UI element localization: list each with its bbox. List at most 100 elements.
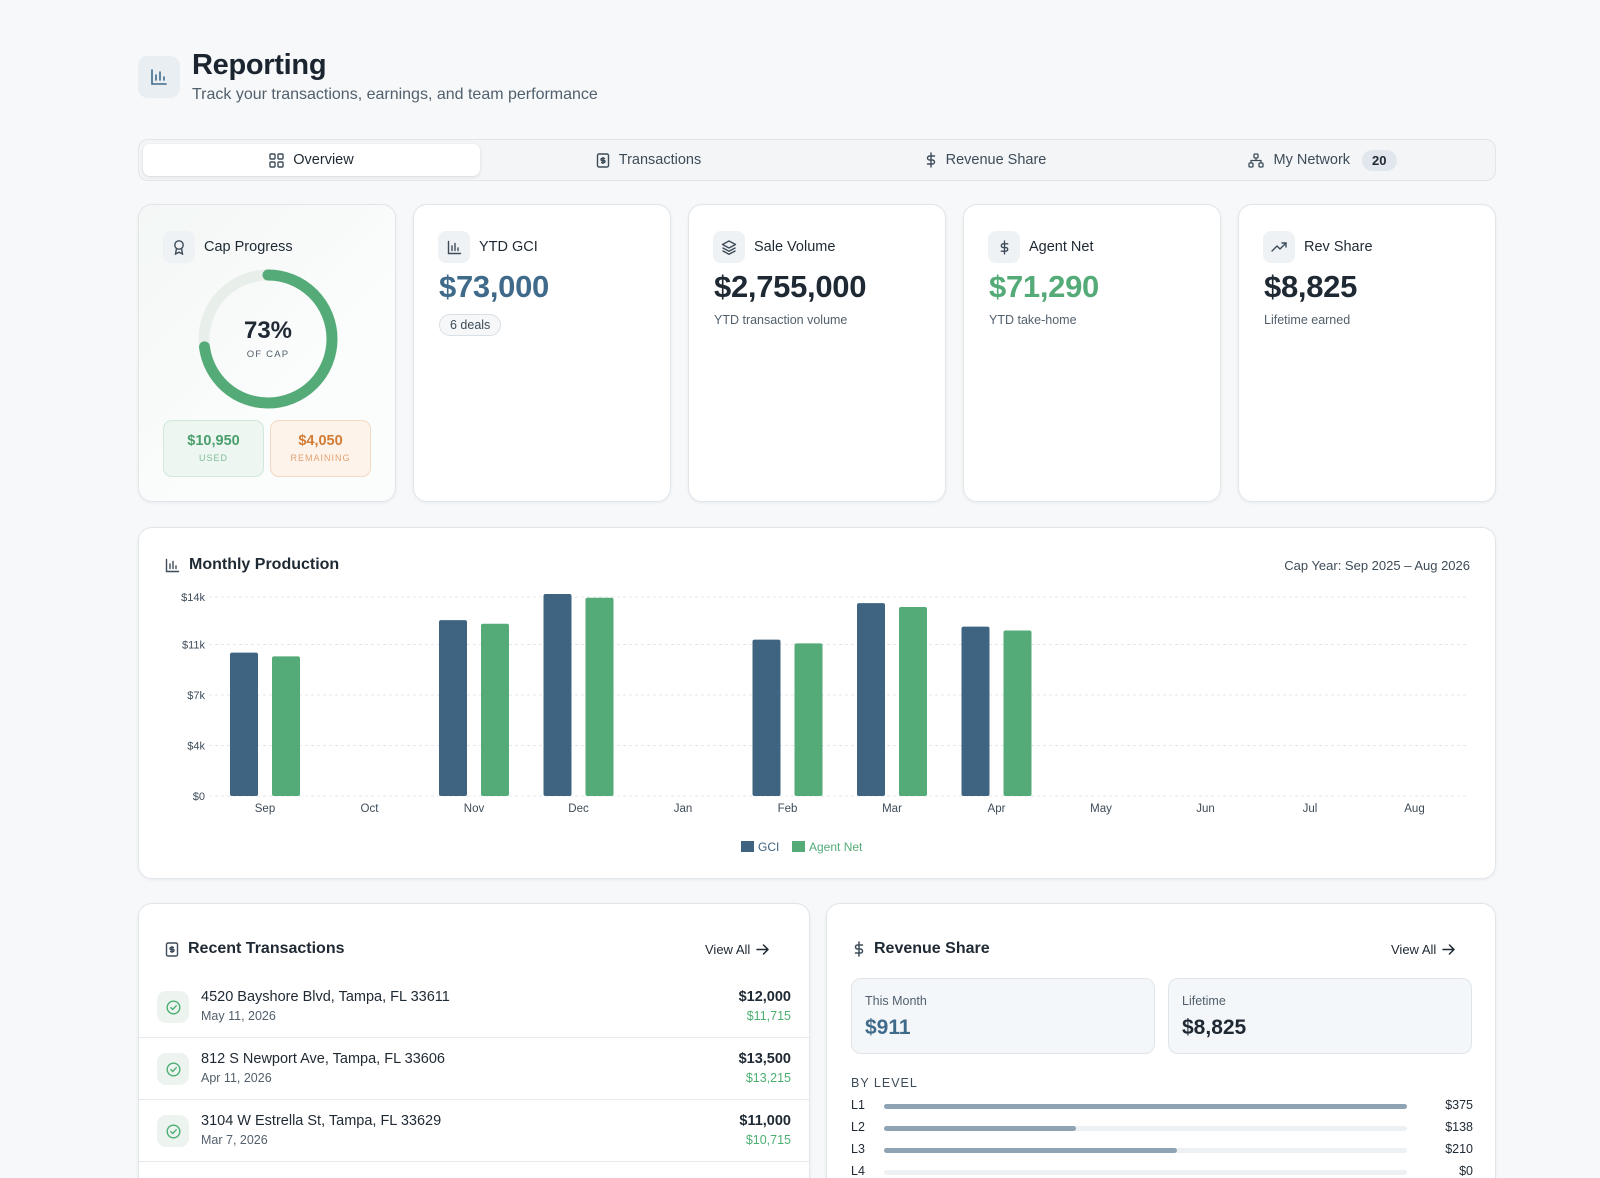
y-tick-label: $0 bbox=[193, 791, 205, 803]
check-circle-icon bbox=[157, 991, 189, 1023]
cap-year-label: Cap Year: Sep 2025 – Aug 2026 bbox=[1284, 558, 1470, 573]
transaction-row[interactable]: 3104 W Estrella St, Tampa, FL 33629 Mar … bbox=[139, 1100, 809, 1162]
y-tick-label: $14k bbox=[181, 592, 205, 604]
bar-chart-icon bbox=[165, 558, 180, 572]
level-bar-fill bbox=[884, 1104, 1407, 1109]
tab-revenue-share[interactable]: Revenue Share bbox=[817, 144, 1154, 176]
transaction-net: $11,715 bbox=[746, 1009, 791, 1023]
level-name: L3 bbox=[851, 1142, 865, 1156]
x-tick-label: Jan bbox=[674, 803, 693, 815]
cap-progress-label: Cap Progress bbox=[204, 239, 293, 255]
x-tick-label: Aug bbox=[1404, 803, 1424, 815]
bar-gci[interactable] bbox=[543, 594, 572, 796]
bar-agent-net[interactable] bbox=[585, 597, 614, 796]
ytd-gci-card: YTD GCI $73,000 6 deals bbox=[413, 204, 671, 502]
tab-revenue-share-label: Revenue Share bbox=[945, 152, 1047, 168]
trending-up-icon bbox=[1263, 231, 1295, 263]
level-row: L3 $210 bbox=[851, 1142, 1473, 1158]
x-tick-label: Sep bbox=[255, 803, 275, 815]
x-tick-label: Feb bbox=[778, 803, 798, 815]
transaction-net: $13,215 bbox=[745, 1071, 791, 1085]
agent-net-sub: YTD take-home bbox=[989, 313, 1077, 327]
tab-overview-label: Overview bbox=[293, 152, 354, 168]
check-circle-icon bbox=[157, 1115, 189, 1147]
legend-swatch bbox=[741, 841, 754, 852]
view-all-label: View All bbox=[705, 942, 751, 957]
x-tick-label: Apr bbox=[988, 803, 1006, 815]
revenue-share-view-all-button[interactable]: View All bbox=[1391, 942, 1456, 957]
level-bar-track bbox=[884, 1126, 1407, 1131]
sale-volume-sub: YTD transaction volume bbox=[714, 313, 848, 327]
level-bar-fill bbox=[884, 1148, 1177, 1153]
sale-volume-value: $2,755,000 bbox=[714, 269, 867, 304]
page-header: Reporting Track your transactions, earni… bbox=[138, 48, 598, 104]
transaction-row[interactable]: 812 S Newport Ave, Tampa, FL 33606 Apr 1… bbox=[139, 1038, 809, 1100]
this-month-box: This Month $911 bbox=[851, 978, 1155, 1054]
bar-gci[interactable] bbox=[752, 639, 781, 796]
transaction-gci: $12,000 bbox=[738, 989, 791, 1005]
agent-net-card: Agent Net $71,290 YTD take-home bbox=[963, 204, 1221, 502]
this-month-value: $911 bbox=[865, 1016, 911, 1039]
lifetime-box: Lifetime $8,825 bbox=[1168, 978, 1472, 1054]
level-amount: $138 bbox=[1445, 1120, 1473, 1134]
bar-agent-net[interactable] bbox=[899, 607, 927, 796]
level-name: L2 bbox=[851, 1120, 865, 1134]
cap-used-label: USED bbox=[198, 453, 228, 463]
revenue-share-title: Revenue Share bbox=[853, 940, 990, 958]
cap-used-box: $10,950 USED bbox=[163, 420, 264, 477]
monthly-production-card: $0 $4k $7k $11k $14k Sep Oct Nov Dec Jan Feb Mar Apr… bbox=[138, 527, 1496, 879]
tab-transactions[interactable]: Transactions bbox=[480, 144, 817, 176]
cap-gauge bbox=[198, 269, 338, 409]
bar-agent-net[interactable] bbox=[272, 656, 300, 796]
check-circle-icon bbox=[157, 1053, 189, 1085]
level-name: L1 bbox=[851, 1098, 865, 1112]
lifetime-label: Lifetime bbox=[1182, 994, 1226, 1008]
bar-agent-net[interactable] bbox=[481, 623, 509, 796]
transaction-row[interactable]: 4520 Bayshore Blvd, Tampa, FL 33611 May … bbox=[139, 976, 809, 1038]
tab-my-network[interactable]: My Network 20 bbox=[1154, 144, 1491, 176]
bar-gci[interactable] bbox=[230, 652, 258, 796]
rev-share-value: $8,825 bbox=[1264, 269, 1358, 304]
transaction-gci: $11,000 bbox=[739, 1113, 791, 1129]
deals-count-badge: 6 deals bbox=[439, 314, 502, 336]
dollar-icon bbox=[988, 231, 1020, 263]
transaction-address: 3104 W Estrella St, Tampa, FL 33629 bbox=[201, 1113, 442, 1129]
bar-agent-net[interactable] bbox=[794, 643, 823, 796]
arrow-right-icon bbox=[1442, 944, 1456, 955]
transaction-net: $10,715 bbox=[745, 1133, 791, 1147]
x-tick-label: Jun bbox=[1196, 803, 1215, 815]
y-tick-label: $7k bbox=[187, 690, 205, 702]
network-icon bbox=[1248, 152, 1265, 168]
bar-agent-net[interactable] bbox=[1003, 630, 1032, 796]
legend-label: GCI bbox=[758, 840, 779, 854]
x-tick-label: Mar bbox=[882, 803, 902, 815]
page-title: Reporting bbox=[192, 49, 327, 81]
bar-gci[interactable] bbox=[857, 603, 885, 796]
x-tick-label: Oct bbox=[361, 803, 380, 815]
monthly-production-chart: $0 $4k $7k $11k $14k Sep Oct Nov Dec Jan Feb Mar Apr… bbox=[181, 592, 1469, 854]
cap-used-value: $10,950 bbox=[187, 433, 240, 449]
layers-icon bbox=[713, 231, 745, 263]
legend-label: Agent Net bbox=[809, 840, 863, 854]
tab-overview[interactable]: Overview bbox=[143, 144, 480, 176]
level-bar-track bbox=[884, 1170, 1407, 1175]
sale-volume-label: Sale Volume bbox=[754, 239, 836, 255]
agent-net-value: $71,290 bbox=[989, 269, 1099, 304]
cap-remaining-label: REMAINING bbox=[290, 453, 351, 463]
transactions-view-all-button[interactable]: View All bbox=[705, 942, 770, 957]
y-tick-label: $4k bbox=[187, 741, 205, 753]
cap-progress-card: Cap Progress 73% OF CAP $10,950 USED $4,… bbox=[138, 204, 396, 502]
bar-gci[interactable] bbox=[961, 626, 990, 796]
bar-chart-icon bbox=[138, 56, 180, 98]
legend-swatch bbox=[792, 841, 805, 852]
network-count-badge: 20 bbox=[1362, 149, 1397, 171]
rev-share-sub: Lifetime earned bbox=[1264, 313, 1351, 327]
level-bar-track bbox=[884, 1104, 1407, 1109]
revenue-share-title-text: Revenue Share bbox=[874, 940, 990, 957]
bar-gci[interactable] bbox=[439, 620, 467, 796]
dollar-icon bbox=[854, 941, 864, 957]
level-row: L4 $0 bbox=[851, 1164, 1473, 1178]
arrow-right-icon bbox=[756, 944, 770, 955]
recent-transactions-title-text: Recent Transactions bbox=[188, 940, 345, 957]
ytd-gci-value: $73,000 bbox=[439, 269, 549, 304]
